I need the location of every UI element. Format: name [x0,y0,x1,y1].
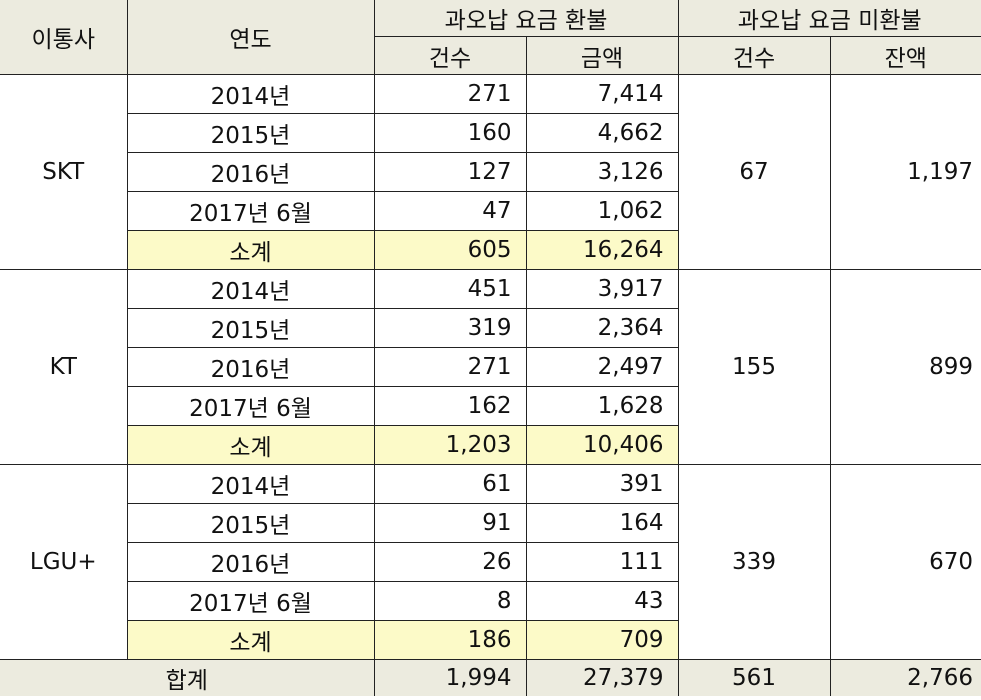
year-cell: 2016년 [127,152,375,192]
subtotal-row: 소계 605 16,264 [0,230,981,270]
unrefunded-count-cell: 155 [677,269,831,465]
unrefunded-count-cell: 339 [677,464,831,660]
year-cell: 2016년 [127,347,375,387]
refund-count-cell: 319 [373,308,527,348]
header-refund-count: 건수 [374,36,527,75]
total-row: 합계 1,994 27,379 561 2,766 [0,659,981,696]
refund-count-cell: 91 [373,503,527,543]
refund-amount-cell: 2,364 [525,308,678,348]
header-carrier: 이통사 [0,0,128,75]
refund-amount-cell: 2,497 [525,347,678,387]
year-cell: 2017년 6월 [127,386,375,426]
refund-amount-cell: 43 [525,581,678,621]
table-row: 2016년 26 111 [0,542,981,582]
unrefunded-balance-cell: 1,197 [829,74,981,270]
subtotal-count-cell: 1,203 [373,425,527,465]
table-row: 2015년 91 164 [0,503,981,543]
table-row: 2017년 6월 8 43 [0,581,981,621]
year-cell: 2014년 [126,269,375,309]
table-row: 2015년 160 4,662 [0,113,981,153]
unrefunded-balance-cell: 899 [829,269,981,465]
refund-amount-cell: 7,414 [525,74,679,114]
refund-count-cell: 47 [373,191,527,231]
carrier-name: LGU+ [0,464,128,660]
unrefunded-count-cell: 67 [677,74,831,270]
total-unrefunded-count-cell: 561 [677,659,831,696]
header-unrefunded-balance: 잔액 [829,36,981,75]
header-unrefunded: 과오납 요금 미환불 [677,0,981,37]
refund-amount-cell: 3,126 [525,152,678,192]
refund-count-cell: 61 [373,464,527,504]
refund-count-cell: 160 [373,113,527,153]
header-refund-amount: 금액 [525,36,679,75]
refund-count-cell: 271 [373,347,527,387]
unrefunded-balance-cell: 670 [829,464,981,660]
refund-amount-cell: 4,662 [525,113,678,153]
refund-amount-cell: 391 [525,464,679,504]
year-cell: 2016년 [127,542,375,582]
year-cell: 2017년 6월 [127,191,375,231]
header-unrefunded-count: 건수 [677,36,831,75]
refund-count-cell: 271 [373,74,527,114]
year-cell: 2014년 [126,464,375,504]
subtotal-count-cell: 605 [373,230,527,270]
table-row: SKT 2014년 271 7,414 67 1,197 [0,74,981,270]
carrier-name: SKT [0,74,128,270]
refund-amount-cell: 164 [525,503,678,543]
year-cell: 2015년 [127,308,375,348]
refund-amount-cell: 111 [525,542,678,582]
table-row: LGU+ 2014년 61 391 339 670 [0,464,981,660]
year-cell: 2015년 [127,503,375,543]
refund-count-cell: 127 [373,152,527,192]
header-refund: 과오납 요금 환불 [373,0,679,37]
refund-count-cell: 8 [373,581,527,621]
refund-amount-cell: 3,917 [525,269,679,309]
refund-amount-cell: 1,628 [525,386,678,426]
table-row: 2015년 319 2,364 [0,308,981,348]
total-count-cell: 1,994 [373,659,527,696]
total-amount-cell: 27,379 [525,659,679,696]
total-unrefunded-balance-cell: 2,766 [829,659,981,696]
table-row: 2016년 127 3,126 [0,152,981,192]
subtotal-amount-cell: 10,406 [525,425,678,465]
year-cell: 2015년 [127,113,375,153]
subtotal-label: 소계 [127,620,375,660]
refund-count-cell: 451 [373,269,527,309]
carrier-name: KT [0,269,128,465]
table-row: KT 2014년 451 3,917 155 899 [0,269,981,465]
refund-count-cell: 26 [373,542,527,582]
header-year: 연도 [126,0,375,75]
subtotal-row: 소계 1,203 10,406 [0,425,981,465]
year-cell: 2014년 [126,74,375,114]
subtotal-amount-cell: 709 [525,620,678,660]
subtotal-count-cell: 186 [373,620,527,660]
refund-count-cell: 162 [373,386,527,426]
subtotal-row: 소계 186 709 [0,620,981,660]
refund-amount-cell: 1,062 [525,191,678,231]
year-cell: 2017년 6월 [127,581,375,621]
total-label: 합계 [0,659,375,696]
subtotal-label: 소계 [127,230,375,270]
subtotal-amount-cell: 16,264 [525,230,678,270]
subtotal-label: 소계 [127,425,375,465]
